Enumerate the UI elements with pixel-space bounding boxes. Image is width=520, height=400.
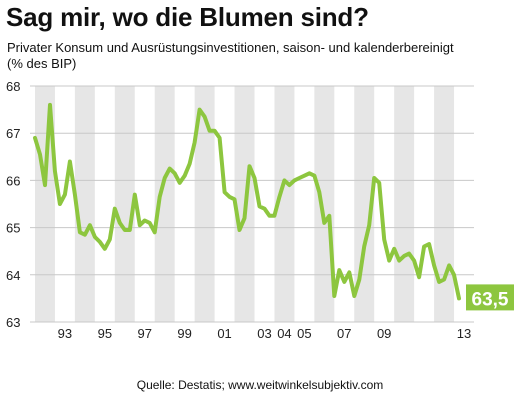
x-tick-label: 97 [138, 326, 152, 341]
x-tick-label: 01 [217, 326, 231, 341]
subtitle-line-2: (% des BIP) [7, 56, 77, 71]
chart-title: Sag mir, wo die Blumen sind? [6, 2, 369, 32]
x-tick-label: 95 [98, 326, 112, 341]
year-band [314, 86, 335, 322]
series-line [33, 102, 461, 301]
year-band [354, 86, 375, 322]
year-band [394, 86, 415, 322]
year-band [194, 86, 215, 322]
y-tick-label: 65 [6, 221, 20, 236]
x-tick-label: 93 [58, 326, 72, 341]
y-tick-label: 64 [6, 268, 20, 283]
x-tick-label: 07 [337, 326, 351, 341]
x-tick-label: 05 [297, 326, 311, 341]
chart-subtitle: Privater Konsum und Ausrüstungsinvestiti… [7, 40, 454, 72]
x-tick-label: 04 [277, 326, 291, 341]
year-band [114, 86, 135, 322]
x-tick-label: 99 [177, 326, 191, 341]
x-tick-label: 03 [257, 326, 271, 341]
x-tick-label: 13 [457, 326, 471, 341]
source-note: Quelle: Destatis; www.weitwinkelsubjekti… [136, 378, 384, 392]
year-band [74, 86, 95, 322]
end-value-badge [466, 284, 514, 311]
x-tick-label: 09 [377, 326, 391, 341]
year-band [274, 86, 295, 322]
year-band [154, 86, 175, 322]
year-band [434, 86, 455, 322]
y-tick-label: 68 [6, 79, 20, 94]
year-band [34, 86, 55, 322]
y-tick-label: 67 [6, 126, 20, 141]
end-value-label: 63,5 [472, 289, 509, 310]
subtitle-line-1: Privater Konsum und Ausrüstungsinvestiti… [7, 40, 454, 55]
y-tick-label: 63 [6, 315, 20, 330]
y-tick-label: 66 [6, 173, 20, 188]
